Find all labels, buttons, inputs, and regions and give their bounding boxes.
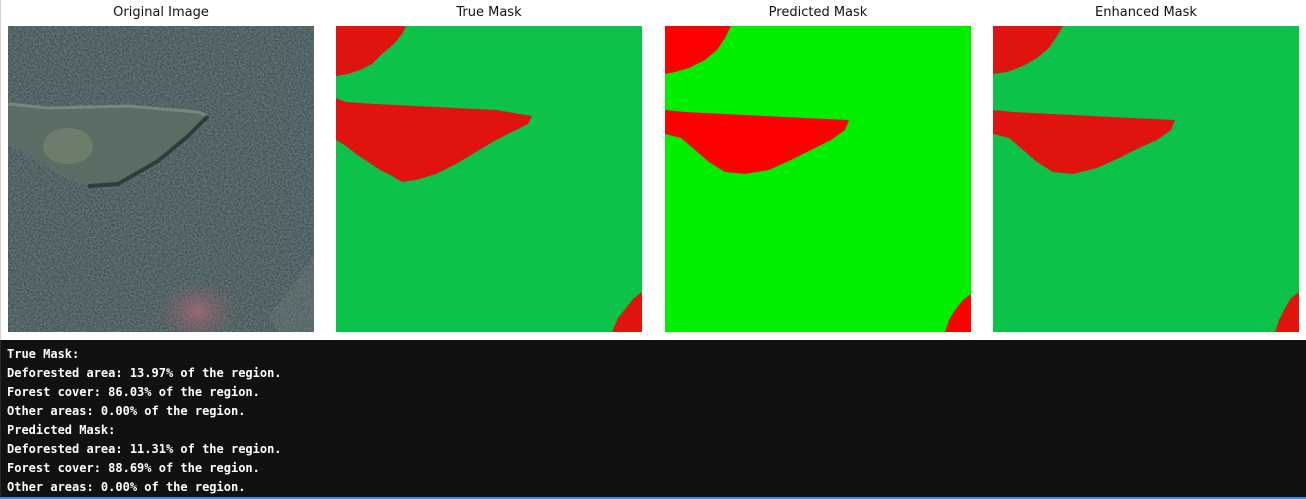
panel-title-enhanced-mask: Enhanced Mask — [1095, 5, 1197, 20]
panel-title-predicted-mask: Predicted Mask — [768, 5, 868, 20]
output-line: Forest cover: 88.69% of the region. — [7, 461, 260, 475]
cell-output: True Mask: Deforested area: 13.97% of th… — [0, 340, 1306, 497]
predicted-mask-image — [665, 26, 971, 332]
output-figure: Original Image True Mask Predicted Mask … — [0, 0, 1299, 340]
cell-focus-border — [0, 497, 1306, 499]
output-line: True Mask: — [7, 347, 80, 361]
output-line: Deforested area: 11.31% of the region. — [7, 442, 282, 456]
output-line: Predicted Mask: — [7, 423, 116, 437]
output-line: Forest cover: 86.03% of the region. — [7, 385, 260, 399]
output-line: Other areas: 0.00% of the region. — [7, 480, 246, 494]
original-satellite-image — [8, 26, 314, 332]
output-line: Other areas: 0.00% of the region. — [7, 404, 246, 418]
panel-title-true-mask: True Mask — [456, 5, 522, 20]
enhanced-mask-image — [993, 26, 1299, 332]
panel-title-original: Original Image — [113, 5, 209, 20]
output-line: Deforested area: 13.97% of the region. — [7, 366, 282, 380]
true-mask-image — [336, 26, 642, 332]
